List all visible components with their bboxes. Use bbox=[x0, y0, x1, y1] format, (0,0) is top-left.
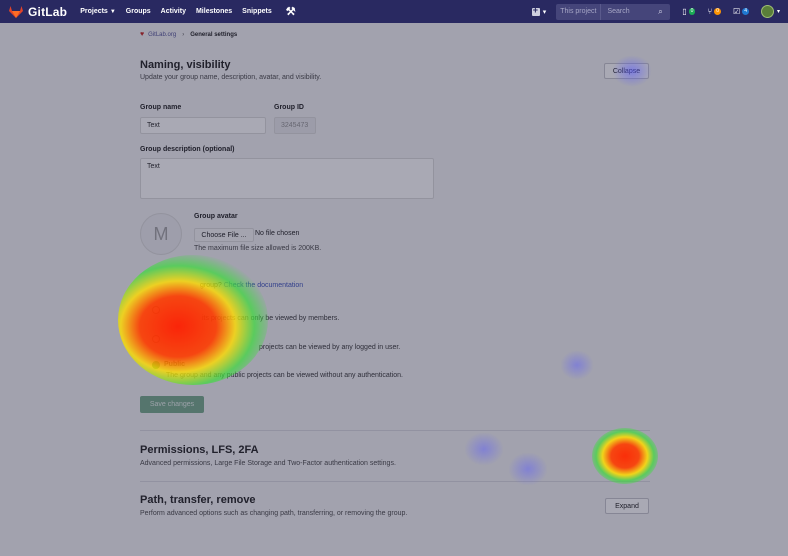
group-icon: ♥ bbox=[140, 31, 145, 38]
file-status: No file chosen bbox=[255, 230, 300, 237]
nav-milestones[interactable]: Milestones bbox=[195, 8, 233, 15]
nav-projects-label: Projects bbox=[80, 8, 108, 15]
group-name-input[interactable]: Text bbox=[140, 117, 266, 134]
section-divider bbox=[140, 430, 650, 431]
path-section-title: Path, transfer, remove bbox=[140, 494, 256, 506]
breadcrumb-current: General settings bbox=[190, 31, 238, 38]
internal-radio[interactable] bbox=[152, 335, 160, 343]
chevron-right-icon: › bbox=[182, 31, 185, 38]
todos-count-badge: 4 bbox=[742, 8, 749, 15]
breadcrumb: ♥ GitLab.org › General settings bbox=[140, 31, 237, 38]
group-avatar-placeholder: M bbox=[140, 213, 182, 255]
todo-icon: ☑ bbox=[733, 7, 741, 16]
search-input[interactable]: Search bbox=[607, 8, 630, 15]
internal-description: projects can be viewed by any logged in … bbox=[259, 344, 401, 351]
mr-count-badge: 0 bbox=[714, 8, 722, 15]
visibility-docs-link[interactable]: Check the documentation bbox=[223, 282, 304, 289]
todos-link[interactable]: ☑ 4 bbox=[733, 7, 749, 16]
gitlab-home-link[interactable]: GitLab bbox=[9, 5, 67, 19]
permissions-section-description: Advanced permissions, Large File Storage… bbox=[140, 460, 396, 467]
collapse-button[interactable]: Collapse bbox=[604, 63, 649, 79]
merge-requests-link[interactable]: ⑂ 0 bbox=[707, 7, 722, 16]
user-avatar bbox=[760, 5, 774, 18]
private-description: its projects can only be viewed by membe… bbox=[202, 315, 340, 322]
visibility-help: group? Check the documentation bbox=[200, 282, 303, 289]
public-radio-label: Public bbox=[164, 361, 186, 368]
new-dropdown-button[interactable]: ▾ bbox=[531, 5, 547, 16]
group-name-label: Group name bbox=[140, 104, 182, 111]
permissions-section-title: Permissions, LFS, 2FA bbox=[140, 444, 259, 456]
issues-icon: ▯ bbox=[682, 7, 687, 16]
nav-projects[interactable]: Projects ▼ bbox=[80, 8, 116, 15]
expand-button[interactable]: Expand bbox=[605, 498, 649, 514]
heatmap-dim-overlay bbox=[0, 23, 788, 556]
search-scope[interactable]: This project bbox=[556, 3, 602, 20]
user-menu[interactable]: ▾ bbox=[760, 5, 780, 18]
brand-name: GitLab bbox=[28, 4, 68, 19]
visibility-private-option[interactable] bbox=[152, 306, 164, 314]
nav-activity[interactable]: Activity bbox=[160, 8, 186, 15]
private-radio[interactable] bbox=[152, 306, 160, 314]
public-globe-icon[interactable] bbox=[152, 361, 160, 369]
chevron-down-icon: ▾ bbox=[776, 9, 780, 15]
admin-wrench-icon[interactable]: ⚒ bbox=[285, 6, 296, 18]
visibility-public-option[interactable]: Public bbox=[152, 361, 185, 369]
group-id-input: 3245473 bbox=[274, 117, 316, 134]
visibility-help-text: group? bbox=[200, 282, 222, 289]
main-nav: Projects ▼ Groups Activity Milestones Sni… bbox=[80, 5, 295, 18]
choose-file-button[interactable]: Choose File ... bbox=[194, 228, 254, 242]
navbar-right: ▾ This project Search ⌕ ▯ 0 ⑂ 0 ☑ 4 ▾ bbox=[531, 0, 780, 23]
issues-link[interactable]: ▯ 0 bbox=[682, 7, 696, 16]
top-navbar: GitLab Projects ▼ Groups Activity Milesto… bbox=[0, 0, 788, 23]
gitlab-logo-icon bbox=[9, 5, 23, 18]
heatmap-blob bbox=[560, 350, 594, 380]
search-icon: ⌕ bbox=[658, 6, 663, 16]
file-size-help: The maximum file size allowed is 200KB. bbox=[194, 245, 322, 252]
nav-groups[interactable]: Groups bbox=[125, 8, 151, 15]
path-section-description: Perform advanced options such as changin… bbox=[140, 510, 408, 517]
visibility-internal-option[interactable] bbox=[152, 335, 164, 343]
group-id-label: Group ID bbox=[274, 104, 304, 111]
nav-snippets[interactable]: Snippets bbox=[242, 8, 272, 15]
group-description-label: Group description (optional) bbox=[140, 146, 235, 153]
group-description-textarea[interactable]: Text bbox=[140, 158, 434, 199]
breadcrumb-group-link[interactable]: GitLab.org bbox=[148, 31, 177, 38]
chevron-down-icon: ▾ bbox=[542, 8, 547, 16]
merge-request-icon: ⑂ bbox=[707, 7, 713, 16]
section-divider bbox=[140, 481, 650, 482]
naming-section-title: Naming, visibility bbox=[140, 59, 231, 71]
heatmap-blob bbox=[464, 432, 504, 466]
plus-icon bbox=[531, 5, 540, 16]
heatmap-blob bbox=[592, 428, 658, 484]
search-box[interactable]: This project Search ⌕ bbox=[556, 3, 671, 20]
group-avatar-label: Group avatar bbox=[194, 213, 238, 220]
public-description: The group and any public projects can be… bbox=[166, 372, 403, 379]
naming-section-description: Update your group name, description, ava… bbox=[140, 74, 322, 81]
save-changes-button[interactable]: Save changes bbox=[140, 396, 204, 413]
issues-count-badge: 0 bbox=[688, 8, 696, 15]
chevron-down-icon: ▼ bbox=[109, 9, 116, 15]
